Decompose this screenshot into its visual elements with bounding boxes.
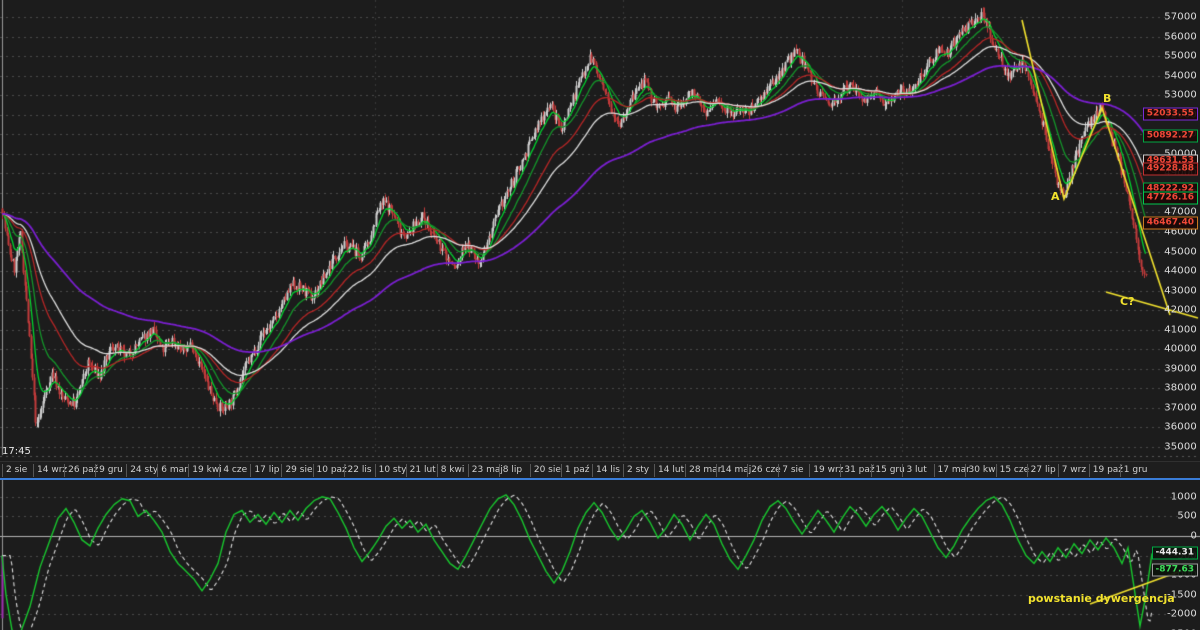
oscillator-value-box: -877.63 [1151,563,1198,577]
date-axis-label: 10 paź [312,464,347,477]
oscillator-axis-label: 1000 [1170,491,1197,503]
price-axis-label: 40000 [1164,343,1197,355]
price-value-box: 49228.88 [1142,162,1198,176]
date-axis[interactable]: 2 sie 14 wrz 26 paź 9 gru 24 sty 6 mar 19 kwi 4… [0,461,1200,479]
date-axis-label: 14 wrz [33,464,67,477]
date-axis-label: 31 paź [840,464,875,477]
price-value-box: 46467.40 [1142,216,1198,230]
date-axis-label: 4 cze [219,464,247,477]
date-axis-label: 3 lut [902,464,927,477]
date-axis-label: 27 lip [1026,464,1056,477]
date-axis-label: 8 lip [498,464,522,477]
price-value-box: 50892.27 [1142,129,1198,143]
price-axis-label: 45000 [1164,246,1197,258]
price-axis-label: 57000 [1164,11,1197,23]
price-axis-label: 38000 [1164,382,1197,394]
date-axis-label: 2 sty [623,464,649,477]
price-value-box: 47726.16 [1142,191,1198,205]
price-axis-label: 37000 [1164,402,1197,414]
oscillator-axis-label: 500 [1177,510,1197,522]
price-axis-label: 39000 [1164,363,1197,375]
price-axis-label: 41000 [1164,324,1197,336]
wave-label-B: B [1103,92,1112,105]
price-axis-label: 46000 [1164,226,1197,238]
date-axis-label: 2 sie [2,464,27,477]
date-axis-label: 15 gru [871,464,905,477]
price-axis-label: 47000 [1164,206,1197,218]
price-axis-label: 42000 [1164,304,1197,316]
date-axis-label: 21 lut [405,464,436,477]
price-axis-label: 35000 [1164,441,1197,453]
date-axis-label: 24 sty [126,464,158,477]
wave-label-A: A [1051,190,1060,203]
date-axis-label: 15 cze [995,464,1029,477]
main-price-chart-canvas[interactable] [0,0,1200,461]
price-axis-label: 56000 [1164,31,1197,43]
date-axis-label: 19 kwi [188,464,222,477]
date-axis-label: 19 wrz [809,464,843,477]
date-axis-label: 22 lis [343,464,372,477]
price-axis-label: 44000 [1164,265,1197,277]
date-axis-label: 26 cze [747,464,781,477]
date-axis-label: 1 paź [560,464,589,477]
date-axis-label: 6 mar [157,464,188,477]
oscillator-axis-label: -1500 [1166,589,1197,601]
date-axis-label: 17 lip [250,464,279,477]
date-axis-label: 7 sie [778,464,804,477]
date-axis-label: 19 paź [1088,464,1123,477]
oscillator-axis-label: 0 [1190,530,1197,542]
oscillator-value-box: -444.31 [1151,546,1198,560]
date-axis-label: 10 sty [374,464,406,477]
divergence-annotation: powstanie dywergencja [1028,592,1175,605]
date-axis-label: 28 mar [685,464,721,477]
oscillator-axis-label: -2500 [1167,629,1197,630]
oscillator-axis-label: -2000 [1166,608,1197,620]
date-axis-label: 20 sie [529,464,561,477]
date-axis-label: 14 lis [591,464,620,477]
price-axis-label: 50000 [1164,148,1197,159]
wave-label-Cq: C? [1120,295,1135,308]
price-axis-label: 43000 [1164,285,1197,297]
date-axis-label: 14 maj [716,464,751,477]
price-axis-label: 53000 [1164,89,1197,101]
date-axis-label: 7 wrz [1057,464,1086,477]
date-axis-label: 23 maj [467,464,503,477]
price-axis-label: 55000 [1164,50,1197,62]
date-axis-label: 14 lut [654,464,684,477]
oscillator-panel-canvas[interactable] [0,480,1200,630]
date-axis-label: 26 paź [64,464,98,477]
panel-separator[interactable] [0,478,1200,480]
date-axis-label: 30 kwi [964,464,998,477]
date-axis-label: 9 gru [95,464,123,477]
date-axis-label: 8 kwi [436,464,464,477]
price-axis-label: 36000 [1164,421,1197,433]
price-axis-label: 54000 [1164,70,1197,82]
date-axis-label: 1 gru [1119,464,1148,477]
date-axis-label: 29 sie [281,464,312,477]
last-update-time: 17:45 [2,446,31,457]
price-value-box: 52033.55 [1142,107,1198,121]
date-axis-label: 17 mar [933,464,970,477]
